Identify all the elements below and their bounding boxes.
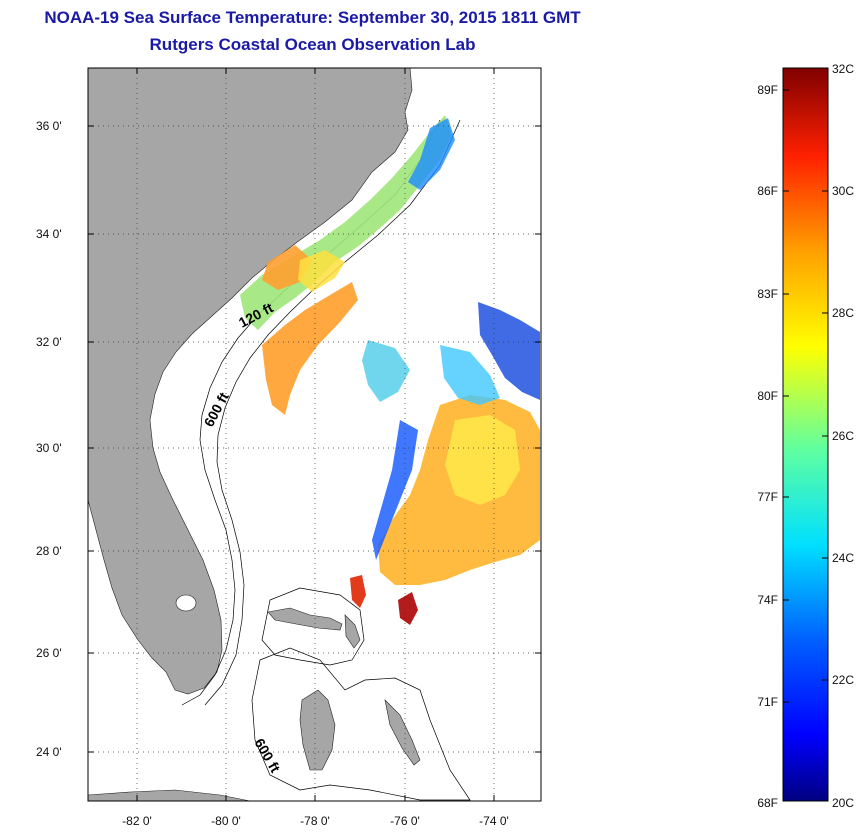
contour-bahamas-south (251, 647, 471, 801)
lon-label-74: -74 0' (479, 814, 509, 828)
colorbar-c-24: 24C (832, 551, 854, 565)
sst-patch-scattered-cyan (362, 340, 410, 402)
lon-label-82: -82 0' (122, 814, 152, 828)
lon-label-76: -76 0' (390, 814, 420, 828)
colorbar-f-83: 83F (757, 287, 778, 301)
sst-patch-east-cyan (440, 345, 500, 405)
contour-bahamas (261, 587, 365, 666)
lat-label-24: 24 0' (36, 745, 62, 759)
sst-patch-yellow-ga (298, 250, 345, 292)
lon-label-78: -78 0' (300, 814, 330, 828)
graticule (88, 68, 541, 801)
colorbar-gradient (782, 67, 829, 802)
sst-patch-orange-ga (262, 282, 358, 415)
latitude-labels: 36 0' 34 0' 32 0' 30 0' 28 0' 26 0' 24 0… (36, 119, 62, 759)
sst-data-patches (240, 115, 540, 625)
land-layer (87, 67, 421, 802)
contour-600ft (204, 119, 461, 706)
colorbar-f-77: 77F (757, 490, 778, 504)
colorbar-f-71: 71F (757, 695, 778, 709)
lat-label-36: 36 0' (36, 119, 62, 133)
map-frame (87, 67, 542, 802)
lat-label-32: 32 0' (36, 335, 62, 349)
grand-bahama-island (267, 607, 343, 631)
sst-patch-shelf-north-cold (408, 118, 455, 190)
lat-label-30: 30 0' (36, 441, 62, 455)
colorbar-c-26: 26C (832, 429, 854, 443)
colorbar-f-74: 74F (757, 593, 778, 607)
colorbar-f-89: 89F (757, 83, 778, 97)
colorbar-f-68: 68F (757, 796, 778, 810)
sst-patch-darkred-small (398, 592, 418, 625)
colorbar-f-80: 80F (757, 389, 778, 403)
abaco-island (344, 614, 361, 649)
eleuthera-island (384, 699, 421, 766)
andros-island (299, 689, 336, 771)
temperature-colorbar: 89F 86F 83F 80F 77F 74F 71F 68F 32C 30C … (757, 62, 854, 810)
lat-label-28: 28 0' (36, 544, 62, 558)
sst-patch-blue-edge (372, 420, 418, 560)
map-title: NOAA-19 Sea Surface Temperature: Septemb… (44, 8, 581, 27)
colorbar-c-30: 30C (832, 184, 854, 198)
us-mainland (87, 67, 413, 695)
colorbar-f-86: 86F (757, 184, 778, 198)
map-subtitle: Rutgers Coastal Ocean Observation Lab (149, 35, 476, 54)
lat-label-34: 34 0' (36, 227, 62, 241)
longitude-labels: -82 0' -80 0' -78 0' -76 0' -74 0' (122, 814, 509, 828)
lake-okeechobee (175, 594, 197, 612)
lat-label-26: 26 0' (36, 646, 62, 660)
colorbar-c-32: 32C (832, 62, 854, 76)
sst-patch-east-blue (478, 302, 540, 400)
bathymetry-contours (181, 119, 471, 801)
sst-patch-red-small (350, 575, 366, 608)
colorbar-c-20: 20C (832, 796, 854, 810)
colorbar-c-28: 28C (832, 306, 854, 320)
sst-patch-yellow-core (445, 415, 520, 505)
colorbar-c-22: 22C (832, 673, 854, 687)
lon-label-80: -80 0' (211, 814, 241, 828)
